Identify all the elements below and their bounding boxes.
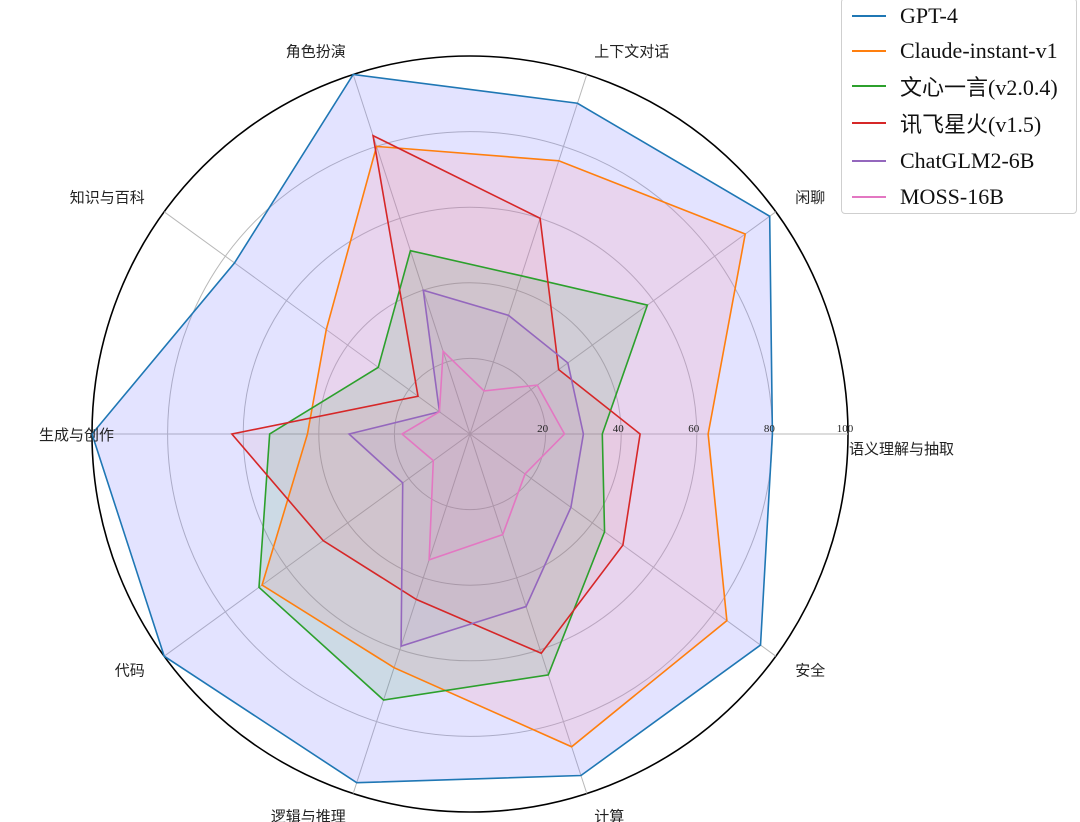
axis-label-0: 语义理解与抽取 (849, 440, 954, 458)
axis-spoke (163, 433, 471, 657)
series-fill-3 (231, 135, 641, 654)
axis-label-3: 角色扮演 (286, 43, 346, 61)
series-fill-4 (349, 290, 584, 647)
axis-label-5: 生成与创作 (39, 426, 114, 444)
tick-label-40: 40 (613, 423, 625, 435)
series-line-0 (91, 73, 774, 784)
axis-spoke (352, 433, 471, 794)
legend-swatch-chatglm (852, 160, 886, 162)
legend-item-wenxin: 文心一言(v2.0.4) (852, 71, 1058, 101)
legend-swatch-wenxin (852, 85, 886, 87)
axis-label-1: 闲聊 (795, 189, 825, 207)
series-line-1 (261, 145, 747, 748)
legend-item-gpt4: GPT-4 (852, 1, 958, 31)
legend-swatch-xunfei (852, 122, 886, 124)
legend: GPT-4 Claude-instant-v1 文心一言(v2.0.4) 讯飞星… (841, 0, 1077, 214)
legend-swatch-claude (852, 50, 886, 52)
axis-label-9: 安全 (795, 661, 825, 679)
series-line-4 (347, 289, 585, 648)
axis-spoke (469, 74, 588, 435)
series-fills (92, 74, 773, 783)
tick-label-20: 20 (537, 423, 549, 435)
axis-label-7: 逻辑与推理 (271, 807, 346, 822)
legend-label-wenxin: 文心一言(v2.0.4) (900, 75, 1058, 100)
legend-label-chatglm: ChatGLM2-6B (900, 148, 1035, 173)
legend-label-gpt4: GPT-4 (900, 3, 958, 28)
legend-item-moss: MOSS-16B (852, 182, 1004, 212)
axis-spoke (469, 433, 588, 794)
series-fill-2 (258, 250, 648, 701)
series-fill-0 (92, 74, 773, 783)
axis-label-2: 上下文对话 (594, 43, 669, 61)
tick-labels: 20 40 60 80 100 (537, 423, 854, 435)
series-lines (91, 73, 774, 784)
legend-swatch-gpt4 (852, 15, 886, 17)
legend-swatch-moss (852, 196, 886, 198)
axis-label-4: 知识与百科 (70, 189, 145, 207)
tick-label-100: 100 (837, 423, 854, 435)
legend-item-claude: Claude-instant-v1 (852, 36, 1058, 66)
axis-spoke (352, 74, 471, 435)
axis-spoke (469, 211, 777, 435)
series-fill-5 (401, 351, 565, 560)
tick-label-60: 60 (688, 423, 700, 435)
legend-label-xunfei: 讯飞星火(v1.5) (900, 112, 1042, 137)
legend-item-chatglm: ChatGLM2-6B (852, 146, 1034, 176)
axis-label-6: 代码 (115, 661, 145, 679)
series-line-2 (258, 249, 649, 701)
series-line-3 (230, 134, 641, 655)
series-line-5 (400, 349, 566, 561)
axis-spoke (163, 211, 471, 435)
legend-label-claude: Claude-instant-v1 (900, 38, 1058, 63)
tick-label-80: 80 (764, 423, 776, 435)
legend-label-moss: MOSS-16B (900, 184, 1004, 209)
series-fill-1 (262, 146, 746, 747)
axis-label-8: 计算 (594, 807, 624, 822)
legend-item-xunfei: 讯飞星火(v1.5) (852, 108, 1041, 138)
